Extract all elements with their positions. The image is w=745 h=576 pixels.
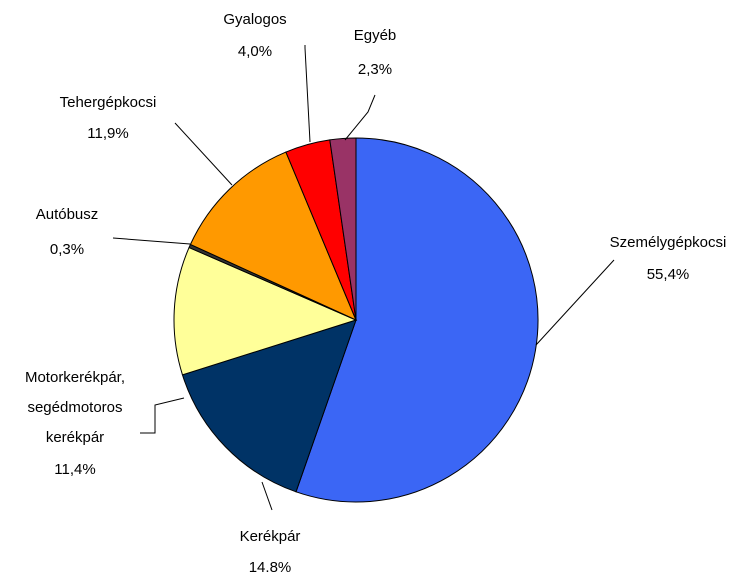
slice-value-label: 11,4% (54, 461, 95, 478)
slice-label: Tehergépkocsi (60, 94, 157, 111)
slice-label: Személygépkocsi (610, 234, 727, 251)
pie-slice (329, 137, 357, 321)
slice-label: Autóbusz (36, 206, 99, 223)
slice-label: Motorkerékpár, segédmotoros kerékpár (25, 369, 125, 446)
pie-slice (173, 246, 358, 376)
leader-line (304, 45, 311, 143)
slice-label-line: segédmotoros (27, 399, 122, 416)
slice-label: Kerékpár (240, 528, 301, 545)
leader-line (344, 94, 376, 141)
pie-slice (189, 151, 357, 321)
slice-value-label: 4,0% (238, 43, 272, 60)
leader-line (535, 259, 615, 346)
leader-line (174, 122, 233, 186)
slice-value-label: 14.8% (249, 559, 292, 576)
pie-slice (181, 319, 357, 493)
slice-label-line: Motorkerékpár, (25, 369, 125, 386)
leader-line (140, 397, 185, 434)
leader-line (261, 481, 273, 511)
slice-value-label: 55,4% (647, 266, 690, 283)
slice-value-label: 2,3% (358, 61, 392, 78)
slice-label: Gyalogos (223, 11, 286, 28)
slice-label-line: kerékpár (46, 429, 104, 446)
leader-line (112, 237, 191, 245)
pie-slice (295, 137, 539, 503)
slice-value-label: 11,9% (87, 125, 128, 142)
slice-label: Egyéb (354, 27, 397, 44)
slice-value-label: 0,3% (50, 241, 84, 258)
